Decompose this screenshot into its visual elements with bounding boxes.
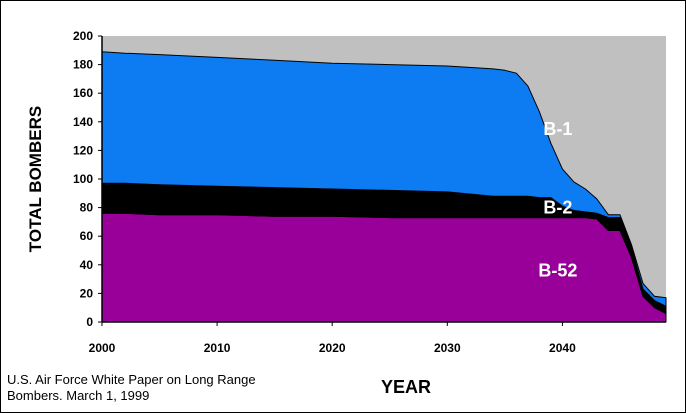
series-label-layer: B-1 B-2 B-52 (538, 119, 577, 281)
x-tick-label: 2020 (319, 341, 346, 355)
y-tick-label: 160 (73, 86, 93, 100)
y-tick-label: 80 (80, 201, 94, 215)
y-axis-title: TOTAL BOMBERS (26, 106, 45, 252)
x-tick-label: 2000 (89, 341, 116, 355)
series-label-b-52: B-52 (538, 261, 577, 281)
y-tick-label: 100 (73, 172, 93, 186)
x-tick-label: 2040 (549, 341, 576, 355)
x-tick-label: 2030 (434, 341, 461, 355)
series-label-b-2: B-2 (543, 198, 572, 218)
y-tick-label: 0 (86, 315, 93, 329)
series-area-b-1 (101, 51, 667, 307)
y-tick-label: 180 (73, 58, 93, 72)
x-axis-title: YEAR (381, 377, 431, 397)
y-tick-label: 40 (80, 258, 94, 272)
y-tick-label: 20 (80, 286, 94, 300)
x-tick-label: 2010 (204, 341, 231, 355)
series-label-b-1: B-1 (543, 119, 572, 139)
series-area-b-52 (101, 212, 667, 323)
y-tick-label: 200 (73, 29, 93, 43)
source-note: U.S. Air Force White Paper on Long Range… (7, 372, 256, 403)
y-tick-label: 140 (73, 115, 93, 129)
y-tick-label: 120 (73, 143, 93, 157)
y-tick-label: 60 (80, 229, 94, 243)
